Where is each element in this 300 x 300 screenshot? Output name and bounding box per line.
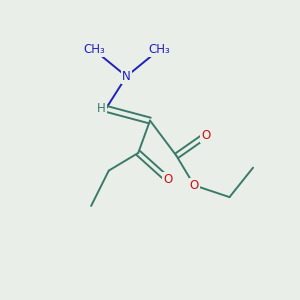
Text: CH₃: CH₃: [83, 44, 105, 56]
Text: O: O: [201, 129, 211, 142]
Text: O: O: [190, 179, 199, 192]
Text: CH₃: CH₃: [148, 44, 170, 56]
Text: O: O: [163, 173, 172, 186]
Text: H: H: [97, 102, 106, 115]
Text: N: N: [122, 70, 131, 83]
